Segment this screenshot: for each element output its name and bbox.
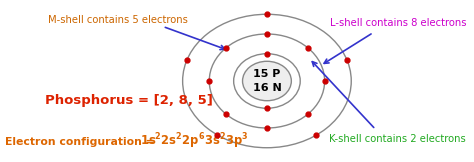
Text: 16 N: 16 N [253,83,281,93]
Text: Phosphorus = [2, 8, 5]: Phosphorus = [2, 8, 5] [45,94,213,107]
Text: L-shell contains 8 electrons: L-shell contains 8 electrons [329,18,466,28]
Text: K-shell contains 2 electrons: K-shell contains 2 electrons [329,134,466,144]
Text: M-shell contains 5 electrons: M-shell contains 5 electrons [48,15,188,25]
Text: $\mathbf{1s^22s^22p^63s^23p^3}$: $\mathbf{1s^22s^22p^63s^23p^3}$ [140,132,249,151]
Text: Electron configuration =: Electron configuration = [5,137,158,147]
Text: 15 P: 15 P [253,69,281,79]
Ellipse shape [243,61,292,101]
